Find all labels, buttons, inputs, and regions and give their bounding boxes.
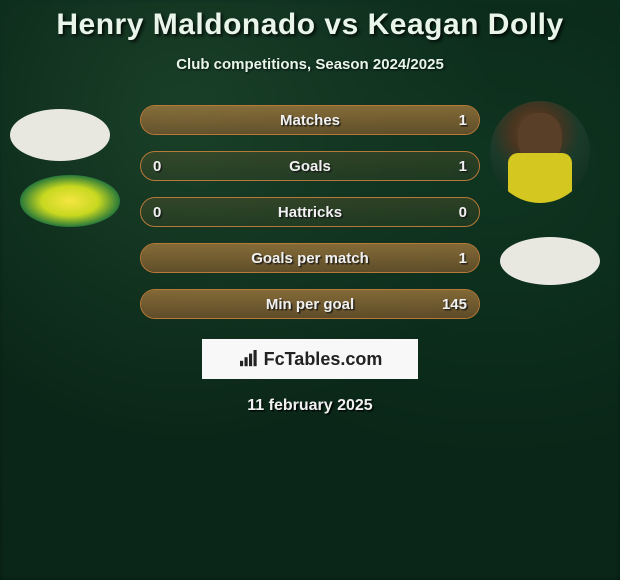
stat-right-value: 1 xyxy=(459,106,467,134)
stat-label: Hattricks xyxy=(141,198,479,226)
stat-right-value: 145 xyxy=(442,290,467,318)
player-right-avatar xyxy=(490,101,590,203)
bar-chart-icon xyxy=(238,350,260,368)
brand-text: FcTables.com xyxy=(264,349,383,370)
stat-label: Goals xyxy=(141,152,479,180)
player-left-club-badge xyxy=(20,175,120,227)
subtitle: Club competitions, Season 2024/2025 xyxy=(0,56,620,73)
stat-right-value: 1 xyxy=(459,152,467,180)
stat-row-goals-per-match: Goals per match 1 xyxy=(140,243,480,273)
player-left-avatar xyxy=(10,109,110,161)
stat-label: Goals per match xyxy=(141,244,479,272)
player-right-club-badge xyxy=(500,237,600,285)
stat-row-hattricks: 0 Hattricks 0 xyxy=(140,197,480,227)
stat-row-min-per-goal: Min per goal 145 xyxy=(140,289,480,319)
stat-right-value: 0 xyxy=(459,198,467,226)
stat-rows: Matches 1 0 Goals 1 0 Hattricks 0 Goals … xyxy=(140,105,480,319)
page-title: Henry Maldonado vs Keagan Dolly xyxy=(0,0,620,42)
date-text: 11 february 2025 xyxy=(0,397,620,415)
brand-box: FcTables.com xyxy=(202,339,418,379)
stat-row-matches: Matches 1 xyxy=(140,105,480,135)
stat-row-goals: 0 Goals 1 xyxy=(140,151,480,181)
stat-label: Min per goal xyxy=(141,290,479,318)
stat-right-value: 1 xyxy=(459,244,467,272)
stat-label: Matches xyxy=(141,106,479,134)
stats-area: Matches 1 0 Goals 1 0 Hattricks 0 Goals … xyxy=(0,105,620,415)
